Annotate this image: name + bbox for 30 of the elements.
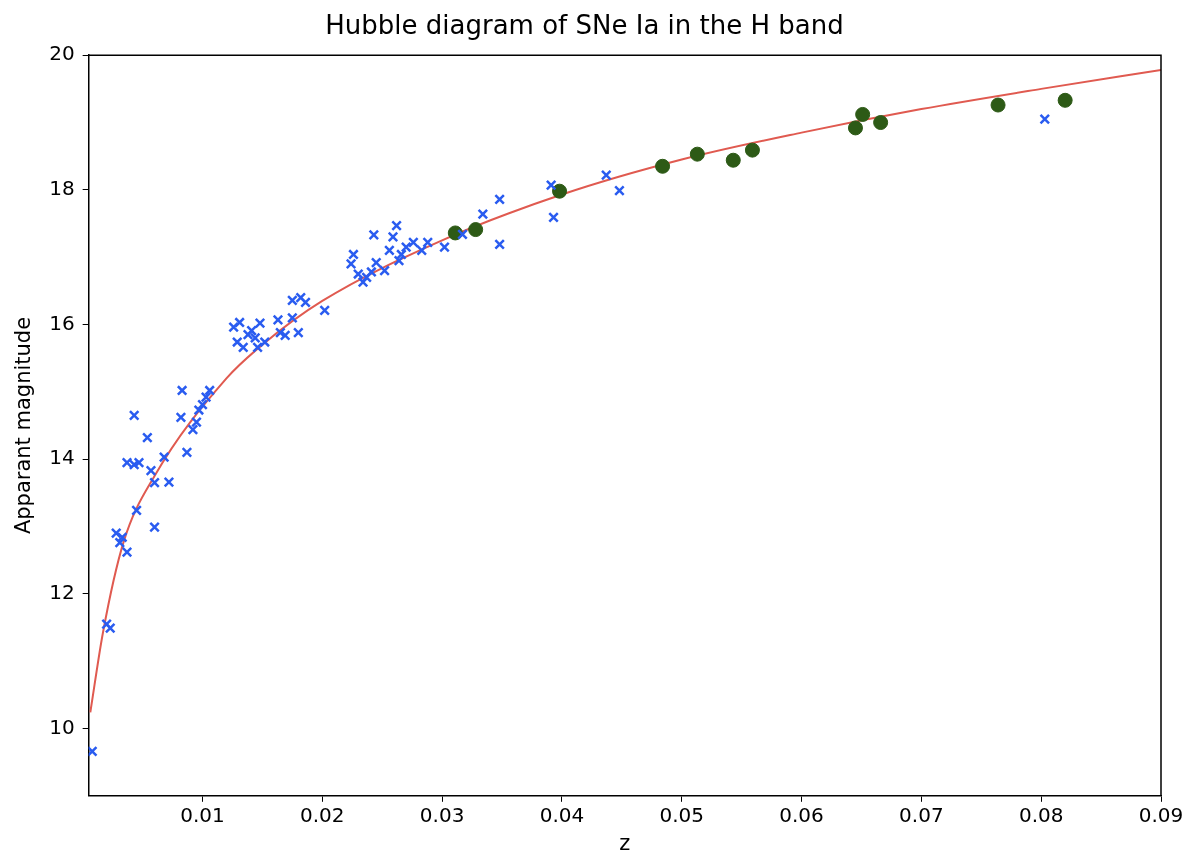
y-tick-label: 14 (49, 445, 75, 470)
x-tick-label: 0.02 (300, 803, 345, 827)
y-axis-title: Apparant magnitude (11, 316, 36, 535)
point (855, 106, 871, 122)
chart-title: Hubble diagram of SNe Ia in the H band (325, 10, 844, 41)
x-tick-label: 0.06 (779, 803, 824, 827)
x-tick-label: 0.07 (899, 803, 944, 827)
point (744, 142, 760, 158)
point (725, 152, 741, 168)
x-tick-label: 0.09 (1138, 803, 1184, 827)
point (655, 158, 671, 174)
y-tick-label: 16 (49, 310, 75, 335)
x-tick-label: 0.03 (419, 803, 465, 827)
point (873, 115, 889, 131)
x-tick-label: 0.05 (659, 803, 704, 827)
y-tick-label: 12 (49, 580, 75, 605)
point (990, 97, 1006, 113)
x-axis-title: z (619, 830, 631, 855)
y-tick-label: 10 (49, 714, 75, 739)
y-tick-label: 20 (49, 41, 75, 66)
line-series (89, 69, 1161, 714)
x-tick-label: 0.04 (539, 803, 585, 827)
point (552, 183, 568, 199)
point (468, 222, 484, 238)
point (847, 120, 863, 136)
x-tick-label: 0.01 (180, 803, 225, 827)
y-tick-label: 18 (49, 176, 75, 201)
x-tick-label: 0.08 (1018, 803, 1064, 827)
point (1057, 92, 1073, 108)
point (689, 146, 705, 162)
